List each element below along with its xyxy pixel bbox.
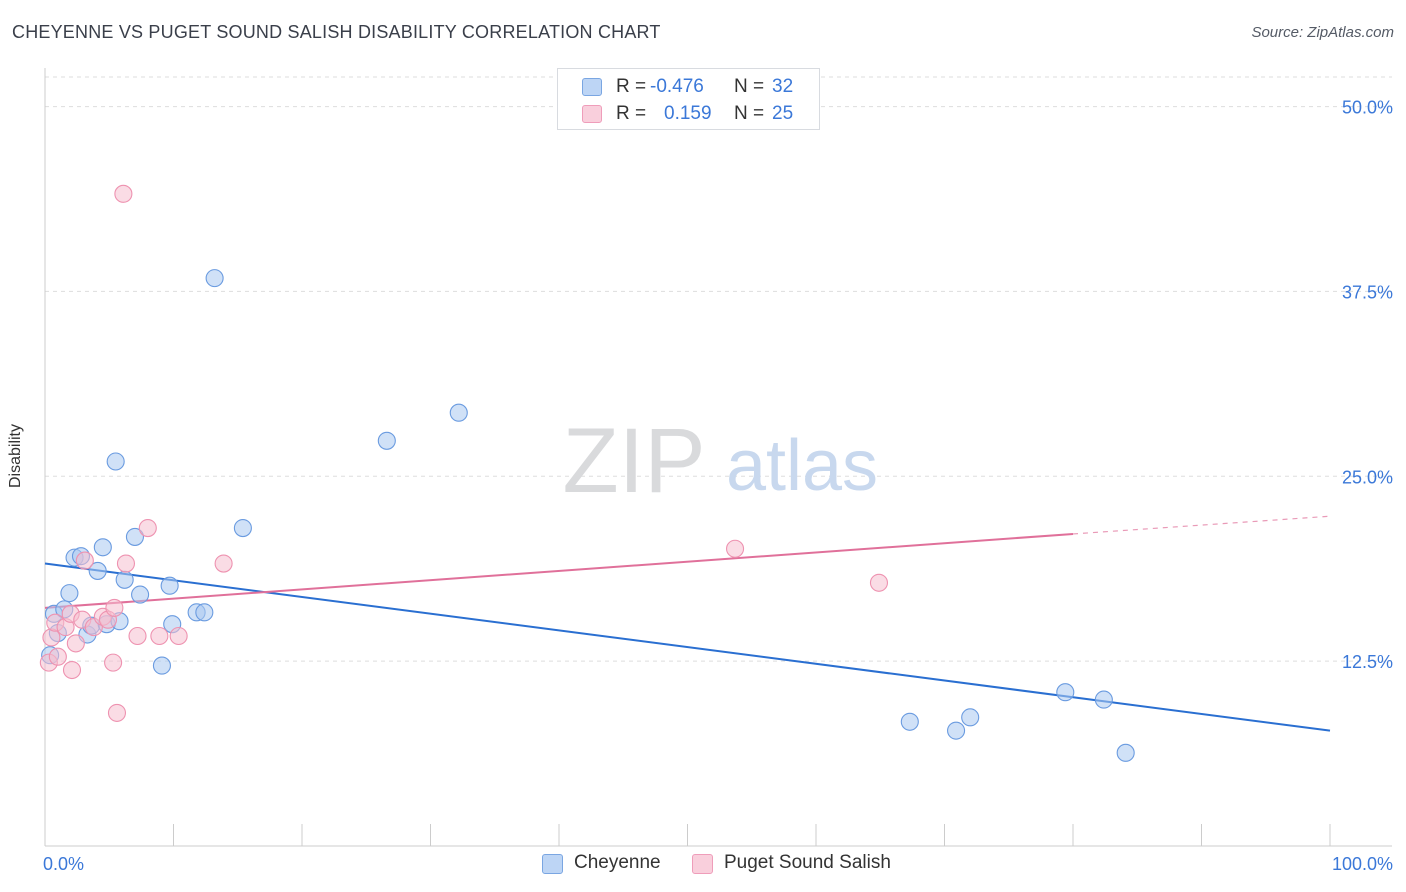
data-point-cheyenne — [205, 269, 224, 288]
data-point-puget — [42, 628, 61, 647]
data-point-puget — [62, 660, 82, 680]
x-tick-label: 0.0% — [43, 854, 84, 874]
y-tick-label: 37.5% — [1342, 282, 1393, 302]
data-point-puget — [75, 551, 94, 570]
data-point-cheyenne — [93, 538, 112, 557]
watermark-atlas: atlas — [726, 426, 878, 506]
tick-labels-layer: 12.5% 25.0% 37.5% 50.0% 0.0% 100.0% — [43, 98, 1393, 874]
data-point-puget — [66, 634, 85, 653]
watermark: ZIP atlas — [562, 410, 878, 512]
legend-n-value: 25 — [772, 103, 794, 124]
trend-line-puget — [44, 532, 1074, 609]
x-tick-label: 100.0% — [1332, 854, 1393, 874]
bottom-legend-label: Puget Sound Salish — [724, 852, 891, 873]
grid-layer — [45, 76, 1392, 662]
points-layer — [39, 184, 1135, 762]
y-tick-label: 25.0% — [1342, 467, 1393, 487]
chart-title: CHEYENNE VS PUGET SOUND SALISH DISABILIT… — [12, 22, 661, 42]
trend-line-cheyenne — [44, 562, 1331, 732]
watermark-zip: ZIP — [562, 410, 705, 512]
data-point-cheyenne — [233, 518, 252, 538]
y-axis-label: Disability — [7, 423, 24, 489]
chart-source: Source: ZipAtlas.com — [1251, 24, 1394, 41]
data-point-puget — [869, 573, 889, 592]
data-point-puget — [105, 598, 124, 617]
data-point-puget — [114, 184, 133, 203]
data-point-puget — [116, 554, 136, 573]
legend-r-label: R = — [616, 76, 647, 97]
data-point-cheyenne — [115, 570, 134, 589]
bottom-legend-swatch-cheyenne — [542, 854, 563, 874]
legend-n-label: N = — [734, 103, 765, 124]
stats-legend: R = -0.476 N = 32 R = 0.159 N = 25 — [557, 68, 820, 130]
data-point-puget — [48, 647, 67, 666]
data-point-puget — [725, 539, 745, 558]
data-point-cheyenne — [1094, 690, 1113, 709]
legend-r-label: R = — [616, 103, 647, 124]
data-point-cheyenne — [1116, 743, 1135, 762]
data-point-cheyenne — [152, 656, 171, 675]
bottom-legend-swatch-puget — [692, 854, 713, 874]
axis-layer — [44, 68, 1392, 847]
data-point-cheyenne — [961, 708, 980, 727]
bottom-legend-label: Cheyenne — [574, 852, 661, 873]
data-point-cheyenne — [377, 431, 396, 450]
data-point-puget — [138, 518, 157, 538]
data-point-cheyenne — [449, 403, 468, 422]
data-point-puget — [104, 653, 123, 672]
legend-r-value: -0.476 — [650, 76, 704, 97]
trend-layer — [44, 515, 1331, 732]
data-point-puget — [150, 626, 169, 646]
data-point-cheyenne — [1056, 683, 1075, 702]
data-point-cheyenne — [60, 584, 79, 603]
legend-n-value: 32 — [772, 76, 794, 97]
data-point-cheyenne — [160, 576, 179, 595]
data-point-puget — [169, 626, 188, 646]
legend-swatch-cheyenne — [582, 78, 602, 96]
y-tick-label: 12.5% — [1342, 652, 1393, 672]
data-point-cheyenne — [125, 527, 144, 546]
legend-n-label: N = — [734, 76, 765, 97]
data-point-cheyenne — [900, 712, 919, 731]
trend-line-extension-puget — [1072, 515, 1331, 535]
data-point-cheyenne — [947, 721, 966, 740]
legend-r-value: 0.159 — [664, 103, 712, 124]
data-point-puget — [214, 554, 233, 573]
legend-swatch-puget — [582, 105, 602, 123]
data-point-cheyenne — [106, 452, 125, 471]
data-point-cheyenne — [131, 585, 150, 604]
y-tick-label: 50.0% — [1342, 98, 1393, 118]
data-point-cheyenne — [88, 561, 107, 580]
data-point-cheyenne — [195, 603, 214, 622]
data-point-puget — [107, 703, 127, 722]
data-point-puget — [128, 626, 147, 646]
